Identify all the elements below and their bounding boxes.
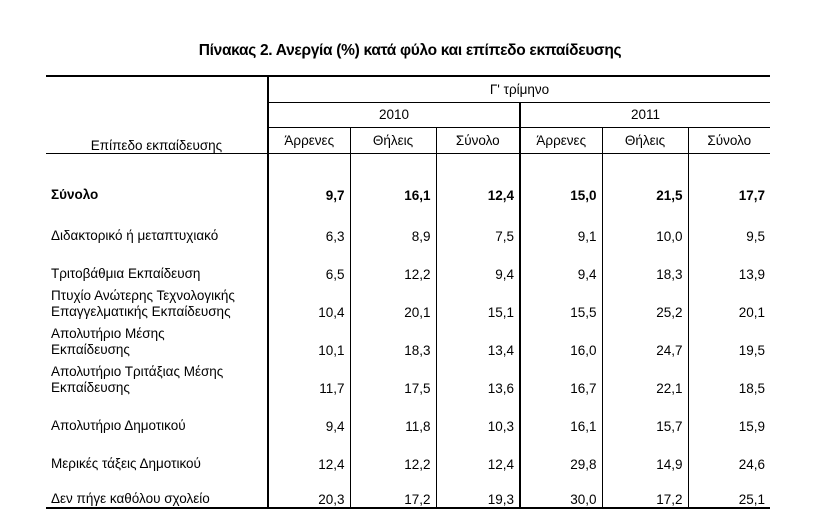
table-row: Σύνολο 9,7 16,1 12,4 15,0 21,5 17,7 [46,152,771,206]
value-cell: 16,7 [519,358,602,396]
row-label-line: Σύνολο [51,187,99,202]
row-header: Επίπεδο εκπαίδευσης [46,75,268,153]
value-cell: 17,2 [349,472,436,509]
value-cell: 17,7 [687,152,771,206]
value-cell: 16,1 [519,396,602,434]
row-label: Απολυτήριο Δημοτικού [46,396,268,434]
row-label-line: Τριτοβάθμια Εκπαίδευση [51,266,201,281]
value-cell: 18,5 [687,358,771,396]
value-cell: 13,9 [687,244,771,282]
value-cell: 30,0 [519,472,602,509]
value-cell: 10,4 [267,282,350,320]
subheader-cell: Θήλεις [349,127,436,153]
value-cell: 17,5 [349,358,436,396]
table-row: Διδακτορικό ή μεταπτυχιακό 6,3 8,9 7,5 9,1 10… [46,206,771,244]
value-cell: 12,2 [349,244,436,282]
row-label: Τριτοβάθμια Εκπαίδευση [46,244,268,282]
value-cell: 25,1 [687,472,771,509]
period-header: Γ' τρίμηνο [266,75,771,103]
value-cell: 15,5 [519,282,602,320]
value-cell: 8,9 [349,206,436,244]
value-cell: 20,1 [687,282,771,320]
value-cell: 21,5 [601,152,688,206]
table-row: Δεν πήγε καθόλου σχολείο 20,3 17,2 19,3 30,0… [46,472,771,509]
subheader-cell: Άρρενες [519,127,602,153]
table-row: Πτυχίο Ανώτερης Τεχνολογικής Επαγγελματικ… [46,282,771,320]
row-label-line: Διδακτορικό ή μεταπτυχιακό [51,228,219,243]
value-cell: 6,3 [267,206,350,244]
value-cell: 14,9 [601,434,688,472]
row-label: Δεν πήγε καθόλου σχολείο [46,472,268,509]
table-row: Μερικές τάξεις Δημοτικού 12,4 12,2 12,4 29,8… [46,434,771,472]
year-header-2011: 2011 [518,102,771,128]
row-label-line: Απολυτήριο Τριτάξιας Μέσης [51,364,224,379]
table-title: Πίνακας 2. Ανεργία (%) κατά φύλο και επί… [198,42,622,59]
table-row: Απολυτήριο Τριτάξιας Μέσης Εκπαίδευσης 11,… [46,358,771,396]
value-cell: 20,3 [267,472,350,509]
row-label-line: Δεν πήγε καθόλου σχολείο [51,491,210,506]
row-label-line: Εκπαίδευσης [51,342,130,357]
row-label-line: Πτυχίο Ανώτερης Τεχνολογικής [51,288,235,303]
value-cell: 9,7 [267,152,350,206]
table-row: Απολυτήριο Μέσης Εκπαίδευσης 10,1 18,3 13,4 1… [46,320,771,358]
value-cell: 10,1 [267,320,350,358]
value-cell: 9,1 [519,206,602,244]
value-cell: 7,5 [435,206,520,244]
value-cell: 20,1 [349,282,436,320]
value-cell: 9,4 [519,244,602,282]
value-cell: 11,7 [267,358,350,396]
value-cell: 9,4 [435,244,520,282]
value-cell: 24,6 [687,434,771,472]
row-label: Απολυτήριο Τριτάξιας Μέσης Εκπαίδευσης [46,358,268,396]
value-cell: 15,0 [519,152,602,206]
row-label-line: Επαγγελματικής Εκπαίδευσης [51,304,231,319]
value-cell: 29,8 [519,434,602,472]
value-cell: 25,2 [601,282,688,320]
row-label: Απολυτήριο Μέσης Εκπαίδευσης [46,320,268,358]
row-label: Διδακτορικό ή μεταπτυχιακό [46,206,268,244]
value-cell: 12,4 [435,152,520,206]
value-cell: 16,1 [349,152,436,206]
value-cell: 12,2 [349,434,436,472]
value-cell: 9,4 [267,396,350,434]
value-cell: 9,5 [687,206,771,244]
row-label: Μερικές τάξεις Δημοτικού [46,434,268,472]
table-row: Απολυτήριο Δημοτικού 9,4 11,8 10,3 16,1 15,7 1… [46,396,771,434]
value-cell: 16,0 [519,320,602,358]
row-label-line: Μερικές τάξεις Δημοτικού [51,456,201,471]
row-label-line: Απολυτήριο Μέσης [51,326,165,341]
subheader-cell: Άρρενες [267,127,350,153]
row-label-line: Απολυτήριο Δημοτικού [51,418,186,433]
value-cell: 12,4 [267,434,350,472]
year-header-2010: 2010 [267,102,520,128]
table-row: Τριτοβάθμια Εκπαίδευση 6,5 12,2 9,4 9,4 18,3 1… [46,244,771,282]
row-label: Πτυχίο Ανώτερης Τεχνολογικής Επαγγελματικ… [46,282,268,320]
row-label: Σύνολο [46,152,268,206]
value-cell: 13,4 [435,320,520,358]
value-cell: 12,4 [435,434,520,472]
value-cell: 15,7 [601,396,688,434]
value-cell: 22,1 [601,358,688,396]
value-cell: 18,3 [349,320,436,358]
subheader-cell: Θήλεις [601,127,688,153]
value-cell: 13,6 [435,358,520,396]
value-cell: 24,7 [601,320,688,358]
subheader-cell: Σύνολο [435,127,520,153]
value-cell: 19,3 [435,472,520,509]
unemployment-table: Επίπεδο εκπαίδευσης Γ' τρίμηνο 2010 2011… [46,75,771,509]
value-cell: 17,2 [601,472,688,509]
value-cell: 19,5 [687,320,771,358]
value-cell: 18,3 [601,244,688,282]
value-cell: 15,9 [687,396,771,434]
value-cell: 10,3 [435,396,520,434]
value-cell: 15,1 [435,282,520,320]
value-cell: 6,5 [267,244,350,282]
value-cell: 10,0 [601,206,688,244]
row-label-line: Εκπαίδευσης [51,380,130,395]
value-cell: 11,8 [349,396,436,434]
subheader-cell: Σύνολο [687,127,771,153]
